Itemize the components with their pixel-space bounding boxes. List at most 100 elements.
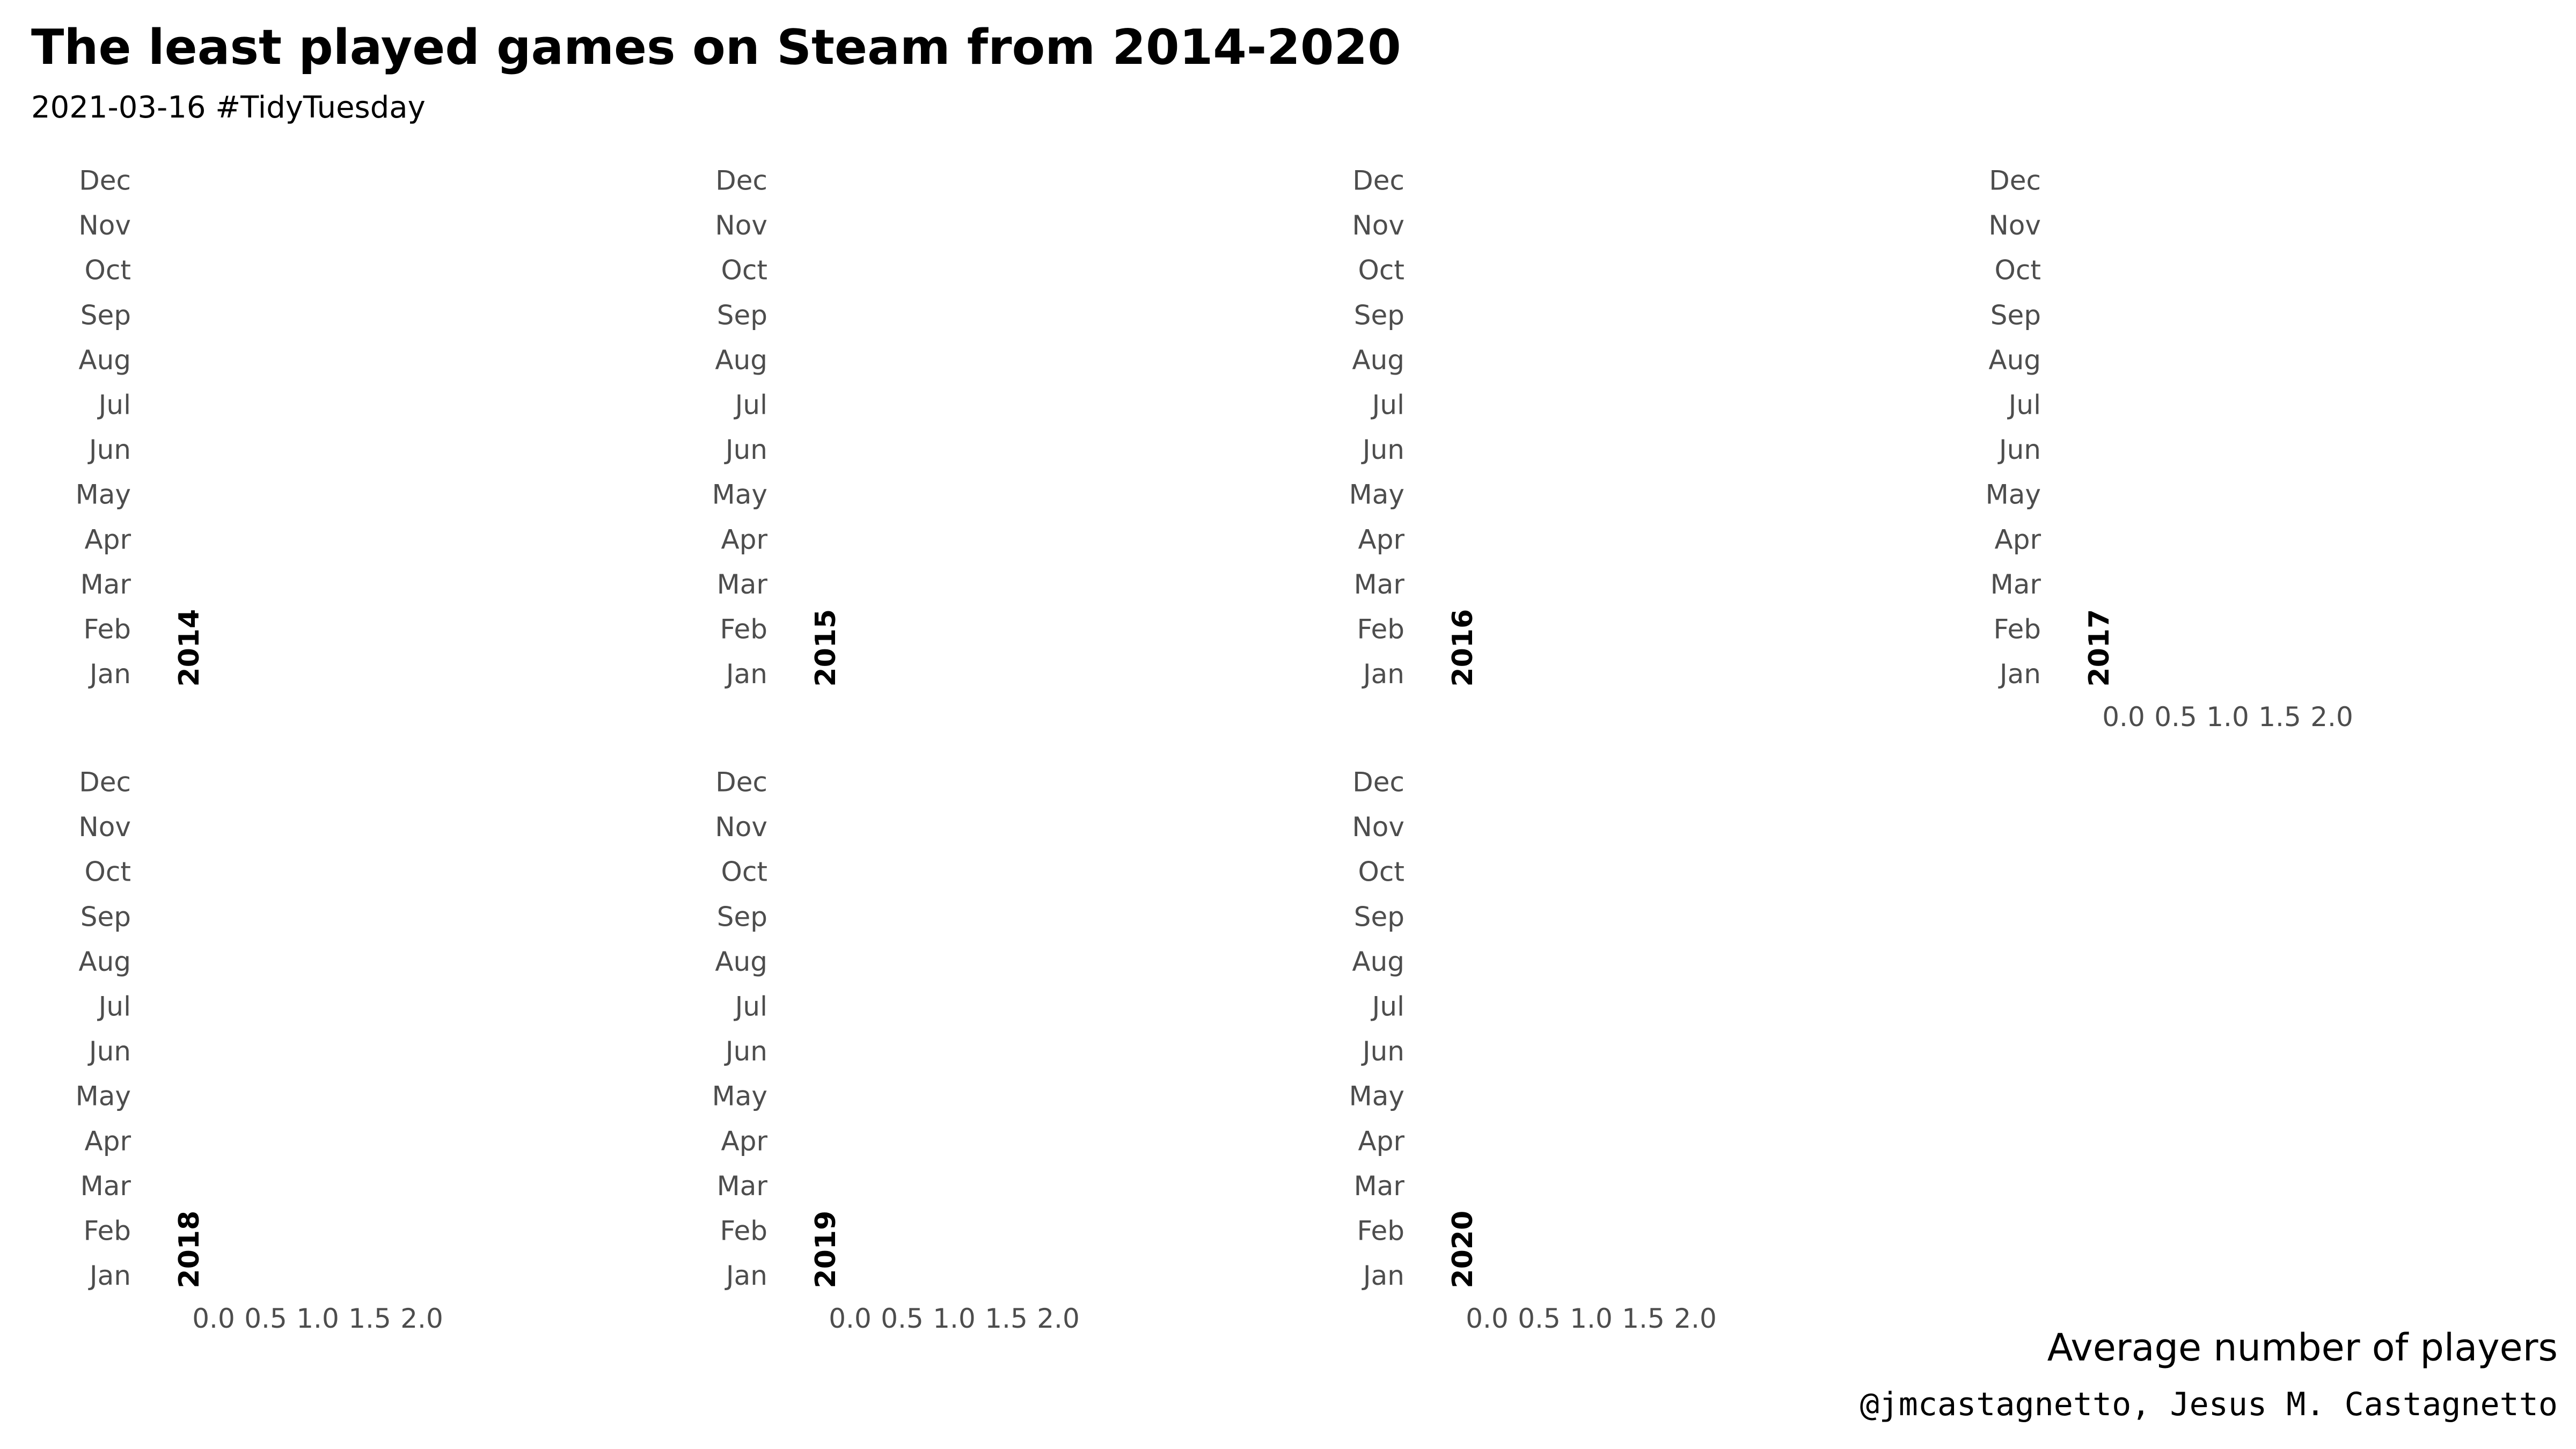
y-tick-label: Sep [80,299,131,331]
y-tick-label: Oct [1358,255,1404,286]
chart-subtitle: 2021-03-16 #TidyTuesday [31,90,426,125]
x-tick-label: 0.0 [829,1303,872,1334]
y-tick-label: Apr [721,524,768,555]
x-tick-label: 1.0 [2206,701,2249,733]
y-tick-label: Mar [1354,1170,1405,1202]
y-tick-label: Jan [724,1260,767,1291]
y-tick-label: Feb [1357,1216,1404,1247]
y-tick-label: Feb [1357,614,1404,645]
facet-strip-label: 2020 [1447,1211,1479,1289]
facet-strip-label: 2015 [810,609,842,687]
y-tick-label: Dec [1989,165,2041,196]
y-tick-label: May [1986,479,2041,510]
y-tick-label: Feb [720,614,767,645]
x-tick-label: 1.5 [985,1303,1028,1334]
y-tick-label: Sep [717,901,767,932]
y-tick-label: Dec [1352,165,1404,196]
y-tick-label: Dec [715,165,767,196]
facet-panel-2015: Jan Feb Mar Apr May Jun Jul Aug Sep Oct Nov Dec 2015 [712,165,842,690]
y-tick-label: Oct [85,857,131,888]
y-tick-label: May [712,1081,767,1112]
y-tick-label: Feb [720,1216,767,1247]
y-tick-label: Nov [1352,811,1404,843]
x-axis-label: Average number of players [2047,1326,2558,1370]
y-tick-label: Oct [721,857,767,888]
facet-strip-label: 2014 [173,609,206,687]
y-tick-label: Sep [80,901,131,932]
x-tick-label: 0.0 [2102,701,2145,733]
y-tick-label: Jan [88,658,131,690]
y-tick-label: Sep [1354,901,1404,932]
facet-panel-2016: Jan Feb Mar Apr May Jun Jul Aug Sep Oct Nov Dec 2016 [1349,165,1479,690]
y-tick-label: Jan [1362,1260,1404,1291]
y-tick-label: Oct [1995,255,2041,286]
y-tick-label: May [1349,1081,1404,1112]
y-tick-label: Feb [1993,614,2041,645]
y-tick-label: Mar [80,569,131,600]
x-tick-label: 1.0 [296,1303,339,1334]
y-tick-label: Aug [78,345,131,376]
y-tick-label: Nov [715,210,767,241]
facet-panel-2020: Jan Feb Mar Apr May Jun Jul Aug Sep Oct Nov Dec 2020… [1349,767,1717,1335]
y-tick-label: Aug [715,946,767,977]
y-tick-label: Jun [1361,1036,1404,1067]
y-tick-label: Dec [715,767,767,798]
x-tick-label: 2.0 [1674,1303,1717,1334]
facet-strip-label: 2018 [173,1211,206,1289]
y-tick-label: Jan [1998,658,2041,690]
y-tick-label: Aug [1988,345,2041,376]
x-tick-label: 0.5 [1518,1303,1561,1334]
x-tick-label: 0.0 [192,1303,235,1334]
y-tick-label: Apr [1358,1125,1405,1157]
y-tick-label: Jul [734,991,767,1022]
y-tick-label: Sep [1354,299,1404,331]
y-tick-label: Feb [83,614,131,645]
y-tick-label: Feb [83,1216,131,1247]
y-tick-label: Oct [1358,857,1404,888]
y-tick-label: May [1349,479,1404,510]
y-tick-label: Jul [97,390,131,421]
y-tick-label: Oct [721,255,767,286]
y-tick-label: Apr [85,524,131,555]
x-tick-label: 1.5 [2258,701,2301,733]
y-tick-label: Jan [1362,658,1404,690]
y-tick-label: Jun [724,1036,767,1067]
chart-title: The least played games on Steam from 201… [31,19,1401,76]
y-tick-label: Oct [85,255,131,286]
y-tick-label: Jun [1997,434,2041,465]
y-tick-label: Dec [1352,767,1404,798]
y-tick-label: Sep [717,299,767,331]
x-tick-label: 0.5 [2154,701,2197,733]
y-tick-label: Mar [80,1170,131,1202]
y-tick-label: Jul [97,991,131,1022]
x-tick-label: 0.0 [1466,1303,1509,1334]
x-tick-label: 2.0 [1037,1303,1080,1334]
y-tick-label: Apr [1358,524,1405,555]
y-tick-label: Nov [78,210,131,241]
facet-strip-label: 2016 [1447,609,1479,687]
x-tick-label: 0.5 [244,1303,287,1334]
facet-panel-2019: Jan Feb Mar Apr May Jun Jul Aug Sep Oct Nov Dec 2019… [712,767,1080,1335]
x-tick-label: 2.0 [2310,701,2353,733]
x-tick-label: 0.5 [881,1303,924,1334]
y-tick-label: Nov [1988,210,2041,241]
y-tick-label: Nov [78,811,131,843]
x-tick-label: 1.5 [348,1303,391,1334]
y-tick-label: Jul [734,390,767,421]
y-tick-label: Apr [85,1125,131,1157]
y-tick-label: Jul [2007,390,2041,421]
facet-panel-2018: Jan Feb Mar Apr May Jun Jul Aug Sep Oct Nov Dec 2018… [76,767,443,1335]
y-tick-label: May [76,1081,131,1112]
y-tick-label: Aug [1352,345,1404,376]
y-tick-label: Apr [721,1125,768,1157]
facet-strip-label: 2017 [2083,609,2116,687]
x-tick-label: 1.5 [1622,1303,1665,1334]
y-tick-label: Jun [724,434,767,465]
facet-strip-label: 2019 [810,1211,842,1289]
x-tick-label: 1.0 [933,1303,976,1334]
y-tick-label: Dec [79,165,131,196]
facet-panel-2014: Jan Feb Mar Apr May Jun Jul Aug Sep Oct Nov Dec 2014 [76,165,206,690]
y-tick-label: Jun [1361,434,1404,465]
